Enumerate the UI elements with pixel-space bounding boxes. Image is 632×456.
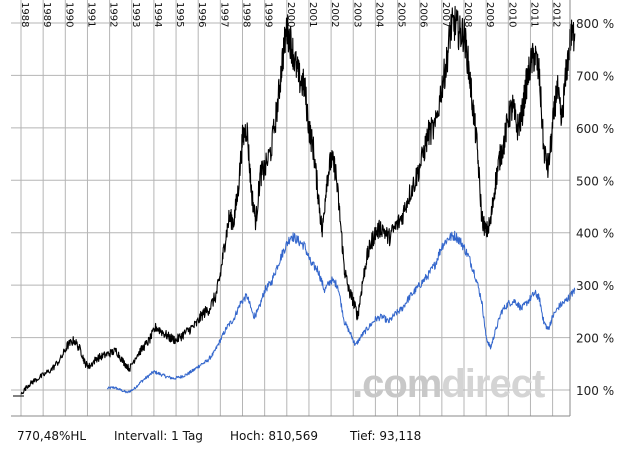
year-label-1993: 1993 (130, 2, 141, 27)
year-tick-labels: 1988 1989 1990 1991 1992 1993 1994 1995 1996 1997… (19, 2, 562, 27)
year-label-1998: 1998 (241, 2, 252, 27)
ytick-label-200: 200 % (576, 332, 614, 346)
ytick-label-700: 700 % (576, 69, 614, 83)
year-label-1997: 1997 (218, 2, 229, 27)
year-label-2003: 2003 (351, 2, 362, 27)
year-label-2006: 2006 (418, 2, 429, 27)
ytick-label-800: 800 % (576, 17, 614, 31)
year-label-1994: 1994 (152, 2, 163, 27)
year-label-2008: 2008 (462, 2, 473, 27)
year-label-1999: 1999 (263, 2, 274, 27)
year-label-1992: 1992 (108, 2, 119, 27)
year-label-1988: 1988 (19, 2, 30, 27)
watermark-direct: direct (441, 362, 545, 406)
interval-label: Intervall: 1 Tag (114, 429, 203, 443)
year-label-2010: 2010 (506, 2, 517, 27)
year-label-1991: 1991 (85, 2, 96, 27)
year-label-1996: 1996 (196, 2, 207, 27)
year-label-2002: 2002 (329, 2, 340, 27)
ytick-label-400: 400 % (576, 227, 614, 241)
year-label-2000: 2000 (285, 2, 296, 27)
series-layer (20, 5, 576, 395)
series-line-black (20, 5, 576, 395)
horizontal-gridlines (11, 22, 570, 391)
year-label-2012: 2012 (551, 2, 562, 27)
high-value: Hoch: 810,569 (230, 429, 319, 443)
comdirect-watermark: .comdirect (352, 362, 545, 406)
year-label-2009: 2009 (484, 2, 495, 27)
year-label-1995: 1995 (174, 2, 185, 27)
ytick-label-600: 600 % (576, 122, 614, 136)
watermark-com: .com (352, 362, 441, 406)
year-label-1990: 1990 (63, 2, 74, 27)
ytick-label-300: 300 % (576, 279, 614, 293)
plot-area-background (11, 0, 570, 416)
year-label-2004: 2004 (373, 2, 384, 27)
year-label-2011: 2011 (528, 2, 539, 27)
ytick-label-500: 500 % (576, 174, 614, 188)
vertical-gridlines (20, 0, 554, 416)
ytick-label-100: 100 % (576, 384, 614, 398)
year-label-2001: 2001 (307, 2, 318, 27)
year-label-2007: 2007 (440, 2, 451, 27)
y-axis-tick-labels: 100 % 200 % 300 % 400 % 500 % 600 % 700 % 800 % (576, 17, 614, 398)
current-value: 770,48%HL (17, 429, 87, 443)
series-line-blue (106, 230, 576, 394)
low-value: Tief: 93,118 (350, 429, 422, 443)
year-label-2005: 2005 (396, 2, 407, 27)
chart-footer: 770,48%HL Intervall: 1 Tag Hoch: 810,569… (0, 426, 632, 448)
year-label-1989: 1989 (41, 2, 52, 27)
